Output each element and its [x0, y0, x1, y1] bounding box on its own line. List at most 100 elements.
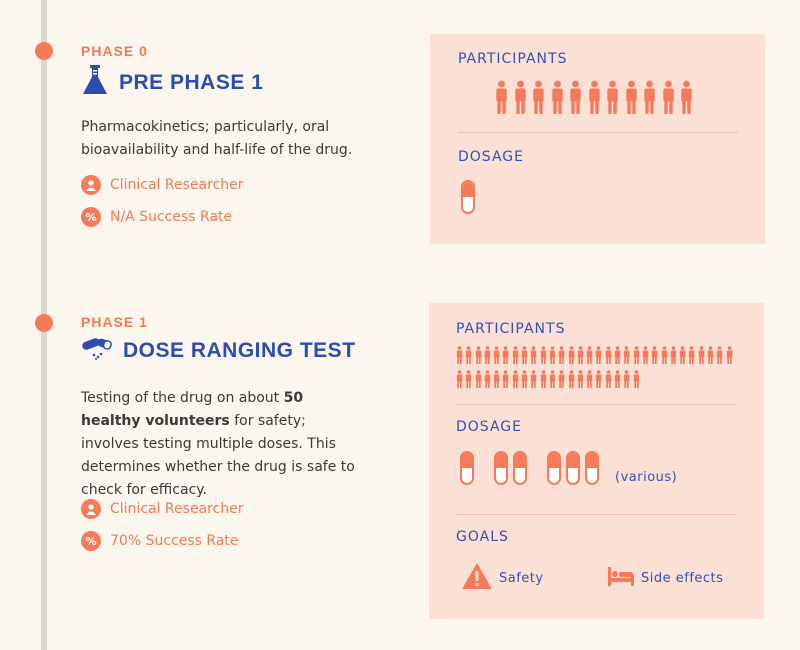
phase-title-text: PRE PHASE 1: [119, 70, 264, 94]
person-icon: [514, 80, 526, 114]
description-emphasis: 50 healthy volunteers: [81, 390, 304, 429]
person-icon: [512, 346, 519, 364]
person-icon: [586, 370, 593, 388]
person-icon: [493, 346, 500, 364]
percent-icon: %: [81, 531, 101, 551]
person-icon: [679, 346, 686, 364]
person-icon: [540, 370, 546, 388]
pill-icon: [513, 451, 527, 485]
person-icon: [466, 370, 472, 388]
dosage-pills: [461, 180, 475, 214]
person-icon: [633, 346, 639, 364]
pill-group: [547, 451, 599, 485]
person-icon: [484, 370, 491, 388]
person-icon: [662, 80, 674, 114]
person-icon: [586, 346, 593, 364]
person-icon: [568, 370, 574, 388]
timeline-dot-phase-1: [35, 314, 53, 332]
person-icon: [466, 346, 472, 364]
person-icon: [625, 80, 637, 114]
percent-icon: %: [81, 207, 101, 227]
person-icon: [540, 346, 546, 364]
success-rate-row: % 70% Success Rate: [81, 531, 238, 551]
goal-safety: Safety: [461, 562, 544, 594]
pill-group: [460, 451, 474, 485]
person-icon: [577, 346, 584, 364]
person-icon: [503, 370, 509, 388]
person-icon: [568, 346, 574, 364]
participants-figures: [495, 79, 699, 115]
phase-title: PRE PHASE 1: [81, 64, 263, 101]
person-icon: [644, 80, 655, 114]
pill-icon: [585, 451, 599, 485]
pill-icon: [494, 451, 508, 485]
person-icon: [521, 370, 528, 388]
participants-row: [456, 346, 741, 364]
person-icon: [726, 346, 732, 364]
person-icon: [651, 346, 658, 364]
pill-group: [494, 451, 527, 485]
phase-label: PHASE 1: [81, 314, 148, 330]
goal-label: Safety: [499, 570, 544, 586]
person-icon: [503, 346, 509, 364]
phase-1-panel: PARTICIPANTS DOSAGE (various) GOALS Safe…: [429, 303, 764, 619]
person-icon: [607, 80, 618, 114]
person-icon: [484, 346, 491, 364]
person-icon: [614, 346, 621, 364]
person-icon: [496, 80, 507, 114]
goal-side-effects: Side effects: [607, 565, 723, 591]
pill-icon: [460, 451, 474, 485]
person-icon: [512, 370, 519, 388]
warning-icon: [461, 562, 493, 594]
person-icon: [570, 80, 581, 114]
pill-icon: [461, 180, 475, 214]
person-icon: [698, 346, 704, 364]
researcher-row: Clinical Researcher: [81, 499, 244, 519]
participants-figures: [456, 346, 741, 394]
person-icon: [633, 370, 639, 388]
researcher-label: Clinical Researcher: [110, 501, 244, 517]
dosage-pill-groups: [460, 451, 599, 485]
researcher-row: Clinical Researcher: [81, 175, 244, 195]
success-rate-label: N/A Success Rate: [110, 209, 233, 225]
description-text-continued: for safety; involves testing multiple do…: [81, 413, 355, 498]
phase-description: Pharmacokinetics; particularly, oral bio…: [81, 119, 353, 158]
person-icon: [475, 346, 481, 364]
person-icon: [624, 346, 630, 364]
person-icon: [533, 80, 544, 114]
person-icon: [596, 370, 602, 388]
person-icon: [624, 370, 630, 388]
person-icon: [605, 346, 612, 364]
description-text: Testing of the drug on about: [81, 390, 284, 406]
goal-label: Side effects: [641, 570, 724, 586]
person-icon: [661, 346, 667, 364]
dosage-label: DOSAGE: [456, 419, 522, 435]
phase-label: PHASE 0: [81, 43, 148, 59]
participants-label: PARTICIPANTS: [458, 51, 568, 67]
person-icon: [707, 346, 714, 364]
person-icon: [558, 346, 565, 364]
person-icon: [456, 346, 463, 364]
person-icon: [549, 370, 556, 388]
participants-row: [456, 370, 741, 388]
person-icon: [596, 346, 602, 364]
phase-title-text: DOSE RANGING TEST: [123, 338, 356, 362]
pills-icon: [81, 336, 113, 365]
phase-description: Testing of the drug on about 50 healthy …: [81, 387, 361, 502]
person-icon: [551, 80, 563, 114]
phase-0-panel: PARTICIPANTS DOSAGE: [430, 34, 765, 244]
person-icon: [456, 370, 463, 388]
bed-icon: [607, 565, 635, 591]
researcher-icon: [81, 499, 101, 519]
person-icon: [605, 370, 612, 388]
person-icon: [689, 346, 695, 364]
dosage-label: DOSAGE: [458, 149, 524, 165]
timeline-dot-phase-0: [35, 42, 53, 60]
person-icon: [614, 370, 621, 388]
goals-label: GOALS: [456, 529, 509, 545]
person-icon: [681, 80, 692, 114]
person-icon: [475, 370, 481, 388]
person-icon: [588, 80, 600, 114]
person-icon: [493, 370, 500, 388]
person-icon: [670, 346, 677, 364]
